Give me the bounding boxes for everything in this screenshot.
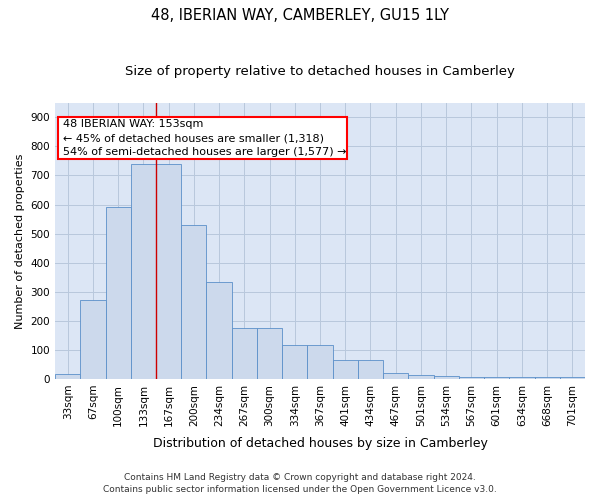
Bar: [509, 378, 535, 379]
Bar: [131, 164, 156, 379]
Bar: [232, 328, 257, 379]
Bar: [434, 376, 459, 379]
Bar: [332, 360, 358, 379]
Bar: [80, 300, 106, 379]
Text: 48, IBERIAN WAY, CAMBERLEY, GU15 1LY: 48, IBERIAN WAY, CAMBERLEY, GU15 1LY: [151, 8, 449, 22]
Bar: [358, 360, 383, 379]
Bar: [307, 346, 332, 379]
FancyBboxPatch shape: [58, 116, 347, 160]
Text: Contains HM Land Registry data © Crown copyright and database right 2024.
Contai: Contains HM Land Registry data © Crown c…: [103, 473, 497, 494]
Title: Size of property relative to detached houses in Camberley: Size of property relative to detached ho…: [125, 65, 515, 78]
Bar: [55, 374, 80, 379]
Bar: [282, 346, 307, 379]
Bar: [459, 376, 484, 379]
X-axis label: Distribution of detached houses by size in Camberley: Distribution of detached houses by size …: [152, 437, 487, 450]
Text: 48 IBERIAN WAY: 153sqm
← 45% of detached houses are smaller (1,318)
54% of semi-: 48 IBERIAN WAY: 153sqm ← 45% of detached…: [63, 120, 346, 158]
Bar: [535, 378, 560, 379]
Y-axis label: Number of detached properties: Number of detached properties: [15, 153, 25, 328]
Bar: [409, 374, 434, 379]
Bar: [181, 225, 206, 379]
Bar: [106, 208, 131, 379]
Bar: [206, 282, 232, 379]
Bar: [383, 373, 409, 379]
Bar: [484, 376, 509, 379]
Bar: [560, 378, 585, 379]
Bar: [156, 164, 181, 379]
Bar: [257, 328, 282, 379]
